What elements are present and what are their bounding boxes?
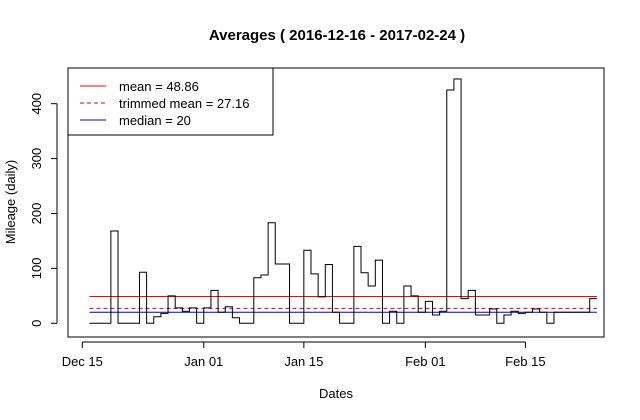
y-tick-label: 300 — [29, 148, 44, 170]
y-axis-label: Mileage (daily) — [3, 160, 18, 245]
x-tick-label: Jan 01 — [184, 354, 223, 369]
y-tick-label: 0 — [29, 320, 44, 327]
series-layer — [89, 78, 597, 324]
x-tick-label: Feb 01 — [405, 354, 445, 369]
legend-label-trimmed-mean: trimmed mean = 27.16 — [119, 96, 249, 111]
legend: mean = 48.86 trimmed mean = 27.16 median… — [67, 67, 274, 136]
y-tick-label: 200 — [29, 203, 44, 225]
x-axis-label: Dates — [319, 386, 353, 401]
x-tick-label: Jan 15 — [284, 354, 323, 369]
chart-title: Averages ( 2016-12-16 - 2017-02-24 ) — [209, 27, 465, 44]
series-step-line-0 — [89, 78, 597, 324]
legend-label-mean: mean = 48.86 — [119, 79, 199, 94]
x-tick-label: Feb 15 — [505, 354, 545, 369]
x-axis: Dec 15 Jan 01 Jan 15 Feb 01 Feb 15 — [62, 341, 546, 369]
x-tick-label: Dec 15 — [62, 354, 103, 369]
y-tick-label: 100 — [29, 258, 44, 280]
legend-box — [67, 67, 274, 136]
legend-label-median: median = 20 — [119, 113, 191, 128]
y-tick-label: 400 — [29, 93, 44, 115]
reference-lines — [89, 295, 597, 313]
plot-frame — [67, 67, 605, 338]
y-axis: 0 100 200 300 400 — [29, 93, 58, 327]
